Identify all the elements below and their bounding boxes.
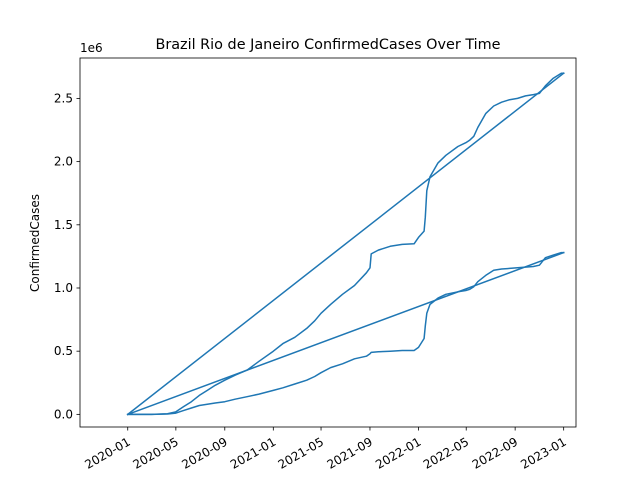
x-tick-label-6: 2022-01 xyxy=(373,435,423,472)
y-offset-label: 1e6 xyxy=(80,41,103,55)
y-axis-ticks: 0.0 0.5 1.0 1.5 2.0 2.5 xyxy=(54,91,80,421)
x-tick-label-4: 2021-05 xyxy=(276,435,326,472)
series-layer xyxy=(128,73,564,414)
x-tick-label-1: 2020-05 xyxy=(130,435,180,472)
series-line-2 xyxy=(128,253,564,415)
y-tick-label-1: 0.5 xyxy=(54,344,73,358)
y-tick-label-5: 2.5 xyxy=(54,91,73,105)
x-tick-label-5: 2021-09 xyxy=(325,435,375,472)
x-tick-label-3: 2021-01 xyxy=(228,435,278,472)
x-tick-label-9: 2023-01 xyxy=(518,435,568,472)
plot-frame xyxy=(80,58,576,427)
x-tick-label-7: 2022-05 xyxy=(421,435,471,472)
y-axis-label: ConfirmedCases xyxy=(28,194,42,292)
x-axis-ticks: 2020-012020-052020-092021-012021-052021-… xyxy=(82,427,568,472)
x-tick-label-2: 2020-09 xyxy=(179,435,229,472)
y-tick-label-0: 0.0 xyxy=(54,407,73,421)
y-tick-label-3: 1.5 xyxy=(54,218,73,232)
y-tick-label-2: 1.0 xyxy=(54,281,73,295)
chart-title: Brazil Rio de Janeiro ConfirmedCases Ove… xyxy=(155,37,500,53)
y-tick-label-4: 2.0 xyxy=(54,155,73,169)
x-tick-label-8: 2022-09 xyxy=(470,435,520,472)
x-tick-label-0: 2020-01 xyxy=(82,435,132,472)
